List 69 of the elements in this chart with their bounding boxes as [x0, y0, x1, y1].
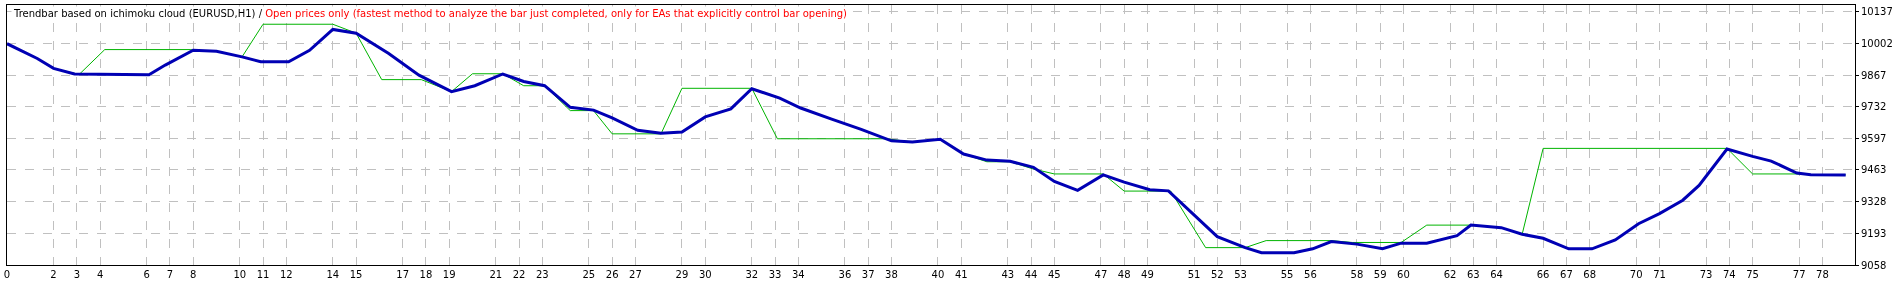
x-tick-label: 70 — [1629, 269, 1643, 280]
x-tick-label: 51 — [1187, 269, 1201, 280]
x-tick-label: 19 — [442, 269, 456, 280]
x-tick-label: 7 — [166, 269, 174, 280]
x-tick-label: 49 — [1141, 269, 1154, 280]
chart-subtitle: Open prices only (fastest method to analyze the bar just completed, only for EAs that explicitly control bar opening) — [265, 8, 848, 19]
x-tick-label: 60 — [1397, 269, 1410, 280]
x-tick-label: 2 — [50, 269, 57, 280]
x-tick-label: 44 — [1024, 269, 1038, 280]
x-tick-label: 77 — [1792, 269, 1806, 280]
x-tick-label: 22 — [512, 269, 526, 280]
x-tick-label: 66 — [1536, 269, 1550, 280]
y-tick-label: 9058 — [1861, 259, 1887, 271]
x-tick-label: 21 — [489, 269, 503, 280]
x-tick-label: 62 — [1443, 269, 1457, 280]
x-tick-label: 11 — [256, 269, 270, 280]
x-tick-label: 29 — [675, 269, 689, 280]
x-tick-label: 64 — [1490, 269, 1503, 280]
x-tick-label: 38 — [885, 269, 898, 280]
x-tick-label: 37 — [861, 269, 875, 280]
x-tick-label: 17 — [396, 269, 410, 280]
x-tick-label: 30 — [698, 269, 712, 280]
x-tick-label: 43 — [1001, 269, 1015, 280]
x-tick-label: 75 — [1746, 269, 1759, 280]
x-tick-label: 33 — [768, 269, 782, 280]
x-tick-label: 48 — [1117, 269, 1131, 280]
x-tick-label: 67 — [1560, 269, 1573, 280]
x-tick-label: 34 — [791, 269, 805, 280]
x-tick-label: 63 — [1466, 269, 1480, 280]
y-tick-label: 9867 — [1861, 69, 1887, 81]
x-tick-label: 6 — [143, 269, 150, 280]
x-tick-label: 0 — [3, 269, 11, 280]
x-tick-label: 74 — [1722, 269, 1736, 280]
y-tick-label: 9463 — [1861, 164, 1887, 176]
x-tick-label: 27 — [629, 269, 642, 280]
y-tick-label: 9732 — [1861, 101, 1887, 113]
x-tick-label: 45 — [1047, 269, 1061, 280]
x-tick-label: 26 — [605, 269, 619, 280]
x-tick-label: 56 — [1304, 269, 1317, 280]
x-tick-label: 12 — [279, 269, 293, 280]
x-tick-label: 14 — [326, 269, 340, 280]
y-tick-label: 9597 — [1861, 133, 1887, 145]
y-tick-label: 9328 — [1861, 196, 1887, 208]
x-tick-label: 47 — [1094, 269, 1108, 280]
x-tick-label: 78 — [1816, 269, 1829, 280]
x-tick-label: 53 — [1234, 269, 1247, 280]
x-tick-label: 71 — [1653, 269, 1666, 280]
x-tick-label: 25 — [582, 269, 596, 280]
y-tick-label: 10002 — [1861, 37, 1893, 49]
x-tick-label: 73 — [1699, 269, 1713, 280]
x-tick-label: 36 — [838, 269, 852, 280]
x-tick-label: 41 — [954, 269, 968, 280]
y-tick-label: 9193 — [1861, 227, 1887, 239]
x-tick-label: 55 — [1280, 269, 1294, 280]
x-tick-label: 15 — [349, 269, 363, 280]
x-tick-label: 10 — [233, 269, 247, 280]
x-tick-label: 4 — [96, 269, 104, 280]
x-tick-label: 68 — [1583, 269, 1597, 280]
x-tick-label: 8 — [190, 269, 197, 280]
x-tick-label: 18 — [419, 269, 433, 280]
y-tick-label: 10137 — [1861, 6, 1893, 18]
x-tick-label: 59 — [1373, 269, 1387, 280]
chart-title: Trendbar based on ichimoku cloud (EURUSD,H1) / — [14, 8, 263, 19]
x-tick-label: 52 — [1210, 269, 1224, 280]
x-tick-label: 58 — [1350, 269, 1364, 280]
x-tick-label: 23 — [535, 269, 549, 280]
x-tick-label: 3 — [73, 269, 81, 280]
x-tick-label: 32 — [745, 269, 759, 280]
x-tick-label: 40 — [931, 269, 945, 280]
